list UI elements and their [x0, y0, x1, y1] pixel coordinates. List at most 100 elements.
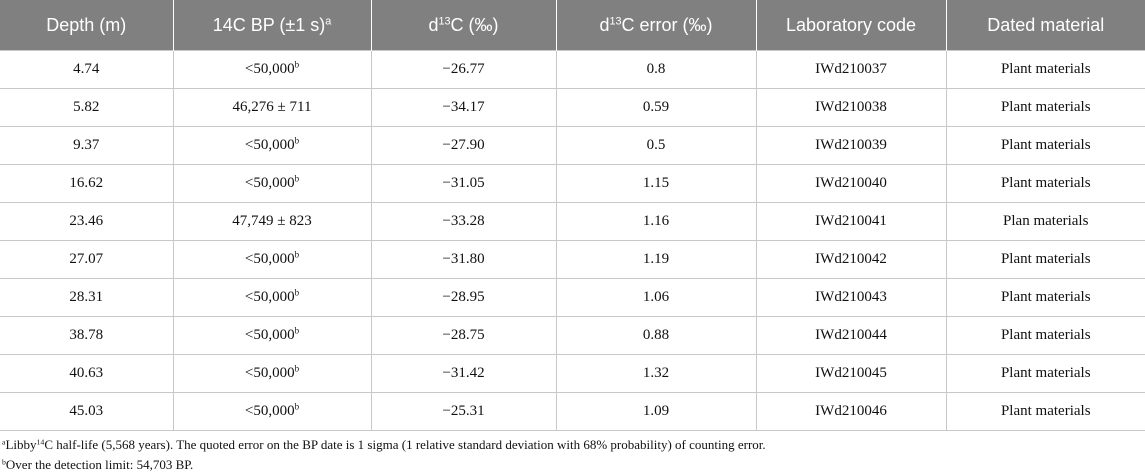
superscript: b — [294, 173, 300, 184]
superscript: b — [294, 401, 300, 412]
cell-text: 1.09 — [642, 403, 670, 419]
table-body: 4.74 <50,000b −26.77 0.8 IWd210037 Plant mate… — [0, 50, 1145, 431]
table-cell: −34.17 — [370, 88, 557, 127]
table-cell: <50,000b — [172, 50, 372, 89]
table-cell: −31.80 — [370, 240, 557, 279]
cell-text: 4.74 — [73, 61, 100, 77]
table-cell: <50,000b — [172, 354, 372, 393]
table-cell: <50,000b — [172, 316, 372, 355]
cell-text: 0.5 — [646, 137, 666, 153]
table-cell: IWd210045 — [755, 354, 947, 393]
table-cell: 27.07 — [0, 240, 174, 279]
text-segment: 14C BP (±1 s) — [212, 14, 326, 35]
table-cell: 38.78 — [0, 316, 174, 355]
table-cell: IWd210042 — [755, 240, 947, 279]
text-segment: <50,000 — [244, 61, 295, 77]
cell-text: 27.07 — [69, 251, 104, 267]
text-segment: C (‰) — [450, 14, 499, 35]
cell-text: −28.95 — [442, 289, 485, 305]
text-segment: <50,000 — [244, 289, 295, 305]
table-row: 27.07 <50,000b −31.80 1.19 IWd210042 Plant ma… — [0, 240, 1145, 279]
cell-text: 0.59 — [642, 99, 670, 115]
table-cell: <50,000b — [172, 240, 372, 279]
table-cell: IWd210038 — [755, 88, 947, 127]
table-cell: IWd210043 — [755, 278, 947, 317]
table-cell: 5.82 — [0, 88, 174, 127]
table-cell: IWd210040 — [755, 164, 947, 203]
table-cell: 0.5 — [555, 126, 757, 165]
cell-text: Plan materials — [1003, 213, 1089, 229]
table-cell: −28.75 — [370, 316, 557, 355]
cell-text: 1.32 — [642, 365, 670, 381]
text-segment: Over the detection limit: 54,703 BP. — [5, 457, 194, 472]
table-cell: 1.09 — [555, 392, 757, 431]
cell-text: Plant materials — [1000, 365, 1091, 381]
table-cell: IWd210041 — [755, 202, 947, 241]
table-cell: 28.31 — [0, 278, 174, 317]
superscript: b — [294, 325, 300, 336]
cell-text: IWd210044 — [815, 327, 887, 343]
cell-text: Plant materials — [1000, 251, 1091, 267]
table-cell: 1.16 — [555, 202, 757, 241]
cell-text: −31.80 — [442, 251, 485, 267]
table-cell: 9.37 — [0, 126, 174, 165]
superscript: b — [294, 363, 300, 374]
table-cell: IWd210044 — [755, 316, 947, 355]
table-cell: Plant materials — [945, 316, 1145, 355]
table-cell: Plant materials — [945, 278, 1145, 317]
cell-text: −31.42 — [442, 365, 485, 381]
table-cell: Plant materials — [945, 392, 1145, 431]
cell-text: 0.88 — [642, 327, 670, 343]
table-cell: 1.15 — [555, 164, 757, 203]
cell-text: IWd210039 — [815, 137, 887, 153]
footnote: bOver the detection limit: 54,703 BP. — [2, 455, 1145, 475]
cell-text: Plant materials — [1000, 61, 1091, 77]
header-cell: d13C error (‰) — [555, 0, 756, 51]
cell-text: 46,276 ± 711 — [232, 99, 312, 115]
table-cell: −31.42 — [370, 354, 557, 393]
table-cell: <50,000b — [172, 126, 372, 165]
superscript: b — [2, 457, 6, 467]
cell-text: IWd210045 — [815, 365, 887, 381]
cell-text: 1.16 — [642, 213, 670, 229]
cell-text: Depth (m) — [46, 14, 127, 35]
cell-text: IWd210037 — [815, 61, 887, 77]
cell-text: 1.19 — [642, 251, 670, 267]
header-cell: Laboratory code — [755, 0, 946, 51]
table-cell: Plant materials — [945, 88, 1145, 127]
cell-text: 23.46 — [69, 213, 104, 229]
text-segment: <50,000 — [244, 137, 295, 153]
cell-text: IWd210040 — [815, 175, 887, 191]
text-segment: d — [599, 14, 610, 35]
table-cell: Plant materials — [945, 164, 1145, 203]
superscript: a — [2, 437, 6, 447]
cell-text: Dated material — [987, 14, 1105, 35]
cell-text: Plant materials — [1000, 289, 1091, 305]
cell-text: 40.63 — [69, 365, 104, 381]
table-cell: −25.31 — [370, 392, 557, 431]
table-cell: 23.46 — [0, 202, 174, 241]
table-cell: −27.90 — [370, 126, 557, 165]
table-cell: IWd210037 — [755, 50, 947, 89]
footnote: aLibby14C half-life (5,568 years). The q… — [2, 435, 1145, 455]
cell-text: Laboratory code — [785, 14, 917, 35]
table-cell: 1.32 — [555, 354, 757, 393]
superscript: 14 — [36, 437, 45, 447]
table-cell: Plant materials — [945, 240, 1145, 279]
table-row: 45.03 <50,000b −25.31 1.09 IWd210046 Plant ma… — [0, 392, 1145, 431]
cell-text: 0.8 — [646, 61, 666, 77]
text-segment: C error (‰) — [621, 14, 713, 35]
table-cell: 1.19 — [555, 240, 757, 279]
cell-text: −34.17 — [442, 99, 485, 115]
cell-text: −31.05 — [442, 175, 485, 191]
table-cell: Plan materials — [945, 202, 1145, 241]
table-row: 16.62 <50,000b −31.05 1.15 IWd210040 Plant ma… — [0, 164, 1145, 203]
cell-text: Plant materials — [1000, 403, 1091, 419]
footnotes: aLibby14C half-life (5,568 years). The q… — [0, 431, 1145, 475]
cell-text: 1.15 — [642, 175, 670, 191]
table-cell: <50,000b — [172, 392, 372, 431]
table-cell: Plant materials — [945, 354, 1145, 393]
text-segment: Libby — [5, 437, 37, 452]
cell-text: 16.62 — [69, 175, 104, 191]
